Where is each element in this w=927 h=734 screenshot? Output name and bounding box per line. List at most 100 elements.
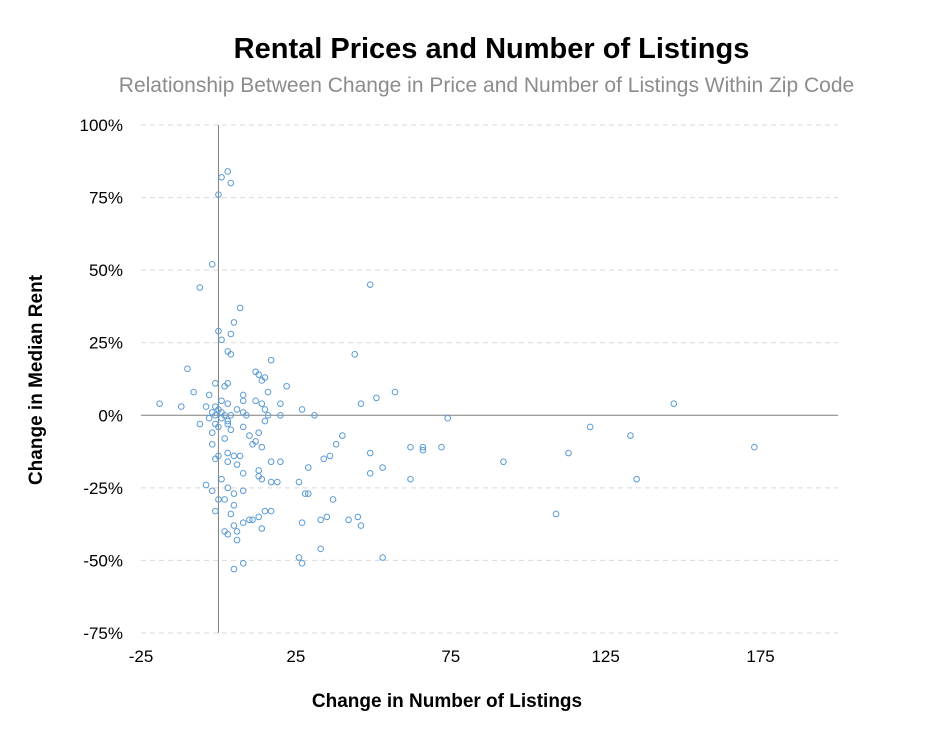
chart-subtitle: Relationship Between Change in Price and… (118, 74, 855, 97)
x-tick-label: 25 (286, 647, 305, 666)
scatter-point (311, 411, 318, 419)
x-tick-label: 125 (591, 647, 619, 666)
scatter-point (218, 173, 225, 181)
scatter-point (267, 507, 275, 515)
scatter-point (419, 446, 427, 454)
scatter-point (233, 536, 241, 544)
scatter-point (317, 516, 324, 524)
scatter-point (670, 400, 678, 407)
scatter-point (224, 531, 232, 538)
x-tick-labels: -25 25 75 125 175 (129, 647, 775, 666)
y-tick-label: -50% (83, 551, 123, 570)
scatter-point (267, 356, 275, 364)
scatter-point (215, 327, 222, 335)
scatter-point (627, 432, 634, 439)
scatter-point (227, 411, 235, 419)
scatter-point (329, 496, 337, 503)
scatter-point (357, 400, 365, 407)
scatter-point (379, 464, 386, 471)
y-tick-label: 50% (89, 261, 123, 280)
scatter-point (236, 304, 244, 312)
scatter-point (261, 507, 269, 515)
scatter-point (298, 560, 306, 567)
scatter-point (261, 406, 269, 413)
scatter-point (357, 522, 365, 529)
scatter-point (246, 516, 253, 524)
scatter-point (218, 397, 225, 405)
scatter-point (339, 432, 346, 439)
scatter-point (239, 487, 247, 495)
scatter-point (196, 420, 204, 428)
scatter-point (354, 513, 362, 521)
scatter-point (444, 414, 451, 422)
scatter-point (215, 191, 222, 198)
x-tick-label: 175 (746, 647, 774, 666)
scatter-point (258, 443, 266, 451)
scatter-point (239, 470, 247, 477)
scatter-point (212, 411, 219, 419)
scatter-point (298, 406, 306, 413)
scatter-point (205, 391, 213, 399)
scatter-point (326, 452, 334, 460)
scatter-point (320, 455, 328, 463)
scatter-point (586, 423, 594, 431)
scatter-point (202, 481, 210, 489)
scatter-point (407, 475, 414, 483)
scatter-point (239, 423, 247, 431)
scatter-point (230, 490, 238, 497)
scatter-point (227, 426, 235, 434)
scatter-point (208, 261, 216, 268)
scatter-point (258, 400, 266, 407)
scatter-point (230, 565, 238, 573)
scatter-point (224, 449, 232, 457)
scatter-point (215, 423, 222, 431)
scatter-point (258, 377, 266, 384)
scatter-point (633, 475, 640, 483)
scatter-point (345, 516, 352, 524)
scatter-point (295, 554, 303, 561)
scatter-point (212, 507, 219, 515)
scatter-point (552, 510, 560, 518)
gridlines (141, 124, 838, 634)
scatter-point (258, 475, 266, 483)
chart-title: Rental Prices and Number of Listings (233, 33, 750, 65)
scatter-point (277, 400, 284, 407)
scatter-point (565, 449, 572, 457)
scatter-point (261, 417, 269, 425)
scatter-point (751, 443, 758, 451)
scatter-point (391, 388, 399, 396)
y-tick-label: -25% (83, 479, 123, 498)
scatter-point (500, 458, 507, 466)
scatter-point (177, 403, 185, 410)
y-tick-label: 75% (89, 189, 123, 208)
scatter-point (224, 400, 232, 407)
scatter-point (239, 391, 247, 399)
data-points (156, 168, 758, 573)
scatter-point (227, 179, 235, 187)
scatter-point (236, 452, 244, 460)
scatter-point (202, 403, 210, 410)
scatter-point (277, 458, 284, 466)
y-axis-label: Change in Median Rent (26, 274, 47, 486)
scatter-point (233, 528, 241, 535)
scatter-point (227, 330, 235, 338)
scatter-point (233, 461, 241, 468)
scatter-point (243, 411, 250, 419)
scatter-point (212, 380, 219, 387)
scatter-point (227, 351, 235, 358)
scatter-point (366, 449, 374, 457)
scatter-point (317, 545, 324, 553)
scatter-point (230, 452, 238, 460)
x-axis-label: Change in Number of Listings (311, 691, 583, 712)
scatter-point (267, 458, 275, 466)
scatter-point (224, 420, 232, 428)
scatter-point (205, 414, 213, 422)
scatter-point (438, 443, 445, 451)
scatter-point (255, 429, 263, 437)
scatter-point (196, 284, 204, 291)
scatter-point (351, 351, 359, 358)
scatter-point (332, 441, 340, 448)
scatter-point (233, 406, 241, 413)
scatter-point (239, 560, 247, 567)
